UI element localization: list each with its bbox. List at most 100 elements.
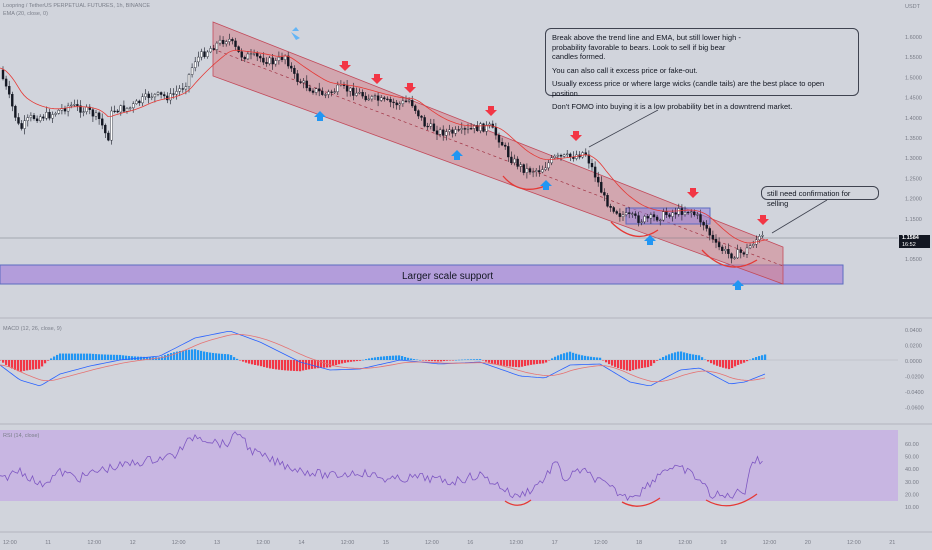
- bull-candle: [66, 105, 70, 112]
- bear-candle: [609, 206, 612, 208]
- bull-candle: [562, 154, 566, 157]
- macd-histogram-bar: [44, 360, 47, 364]
- macd-histogram-bar: [605, 360, 608, 363]
- macd-histogram-bar: [623, 360, 626, 370]
- bear-candle: [665, 211, 668, 216]
- macd-histogram-bar: [359, 360, 362, 361]
- macd-histogram-bar: [212, 352, 215, 360]
- macd-histogram-bar: [347, 360, 350, 363]
- bear-candle: [423, 117, 426, 127]
- macd-histogram-bar: [551, 358, 554, 360]
- macd-histogram-bar: [215, 353, 218, 360]
- axis-tick-label: 10.00: [905, 505, 919, 511]
- macd-histogram-bar: [479, 359, 482, 360]
- bear-candle: [497, 134, 501, 143]
- bull-candle: [82, 111, 85, 113]
- bear-candle: [14, 105, 17, 118]
- bull-candle: [677, 208, 680, 215]
- macd-histogram-bar: [161, 356, 164, 360]
- macd-histogram-bar: [242, 360, 245, 362]
- bull-candle: [370, 96, 374, 100]
- bull-candle: [153, 94, 157, 98]
- bear-candle: [702, 221, 705, 226]
- macd-histogram-bar: [128, 355, 131, 360]
- bear-candle: [221, 39, 225, 45]
- bear-candle: [693, 211, 696, 216]
- bull-candle: [324, 94, 327, 96]
- axis-tick-label: 0.0400: [905, 328, 922, 334]
- macd-histogram-bar: [323, 360, 326, 368]
- bear-candle: [680, 208, 684, 215]
- bear-candle: [79, 105, 82, 113]
- macd-histogram-bar: [443, 360, 446, 362]
- macd-histogram-bar: [434, 360, 437, 362]
- buy-arrow-icon: [732, 280, 744, 290]
- bull-candle: [57, 110, 60, 114]
- macd-histogram-bar: [521, 360, 524, 367]
- axis-tick-label: 1.3500: [905, 136, 922, 142]
- time-tick-label: 12:00: [3, 540, 17, 546]
- time-tick-label: 17: [552, 540, 558, 546]
- bull-candle: [135, 100, 138, 104]
- axis-tick-label: -0.0400: [905, 390, 924, 396]
- macd-histogram-bar: [491, 360, 494, 364]
- bull-candle: [631, 213, 634, 215]
- axis-tick-label: 20.00: [905, 492, 919, 498]
- bull-candle: [621, 214, 625, 217]
- macd-histogram-bar: [620, 360, 623, 369]
- time-tick-label: 21: [889, 540, 895, 546]
- macd-histogram-bar: [356, 360, 359, 362]
- macd-histogram-bar: [686, 353, 689, 360]
- main-analysis-note[interactable]: Break above the trend line and EMA, but …: [545, 28, 859, 111]
- macd-histogram-bar: [350, 360, 353, 362]
- sell-arrow-icon: [339, 61, 351, 71]
- confirmation-note[interactable]: still need confirmation for selling: [761, 186, 879, 208]
- macd-histogram-bar: [383, 356, 386, 360]
- bull-candle: [175, 91, 178, 95]
- time-axis: 12:00 11 12:00 12 12:00 13 12:00 14 12:00 15 12:00…: [3, 540, 895, 546]
- bull-candle: [547, 162, 550, 169]
- bull-candle: [302, 80, 305, 83]
- macd-histogram-bar: [119, 354, 122, 360]
- macd-histogram-bar: [719, 360, 722, 367]
- bull-candle: [277, 56, 281, 61]
- bear-candle: [603, 192, 606, 196]
- bear-candle: [597, 177, 600, 183]
- bear-candle: [107, 132, 110, 141]
- bear-candle: [522, 164, 525, 173]
- macd-histogram-bar: [146, 356, 149, 360]
- bear-candle: [628, 212, 631, 215]
- bull-candle: [23, 120, 26, 129]
- bear-candle: [159, 92, 163, 95]
- bull-candle: [758, 236, 761, 241]
- macd-histogram-bar: [95, 354, 98, 360]
- macd-histogram-bar: [542, 360, 545, 364]
- bear-candle: [386, 98, 389, 100]
- macd-histogram-bar: [143, 356, 146, 360]
- note-line-3: Usually excess price or where large wick…: [552, 79, 825, 98]
- bull-candle: [761, 235, 764, 237]
- macd-histogram-bar: [461, 359, 464, 361]
- macd-histogram-bar: [668, 354, 671, 360]
- time-tick-label: 13: [214, 540, 220, 546]
- macd-histogram-bar: [158, 357, 161, 360]
- macd-histogram-bar: [722, 360, 725, 368]
- macd-histogram-bar: [284, 360, 287, 371]
- macd-histogram-bar: [71, 353, 74, 360]
- macd-histogram-bar: [425, 360, 428, 361]
- macd-histogram-bar: [281, 360, 284, 371]
- macd-histogram-bar: [314, 360, 317, 369]
- time-tick-label: 12:00: [763, 540, 777, 546]
- bear-candle: [48, 111, 51, 119]
- bear-candle: [569, 153, 572, 158]
- macd-histogram-bar: [338, 360, 341, 365]
- time-tick-label: 20: [805, 540, 811, 546]
- bear-candle: [122, 105, 126, 112]
- macd-histogram-bar: [176, 351, 179, 360]
- bull-candle: [54, 113, 57, 115]
- bear-candle: [287, 55, 290, 67]
- axis-tick-label: 0.0000: [905, 359, 922, 365]
- macd-histogram-bar: [452, 360, 455, 361]
- bear-candle: [243, 56, 247, 60]
